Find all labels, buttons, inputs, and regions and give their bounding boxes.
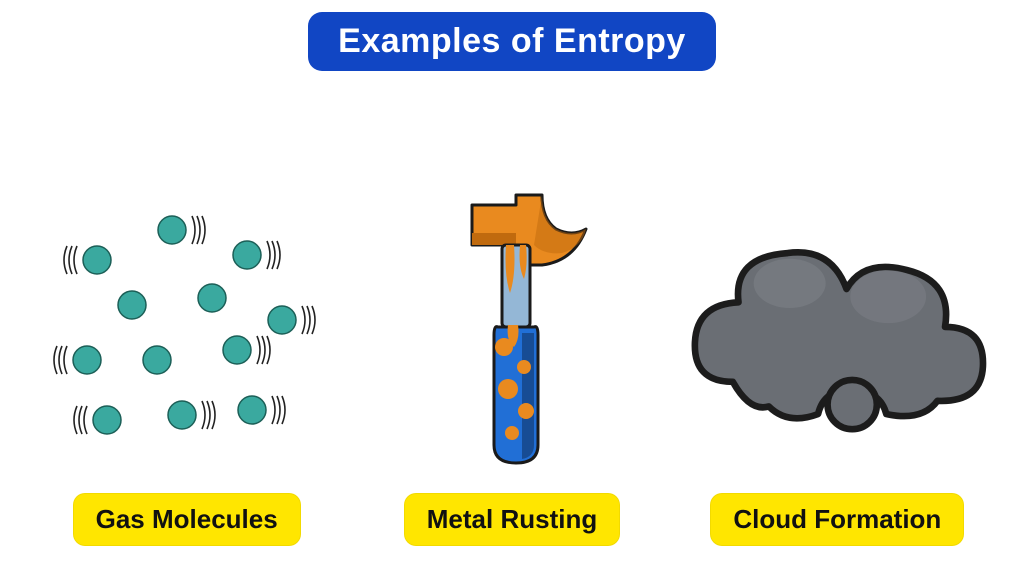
gas-molecules-illustration (26, 175, 348, 475)
rusty-hammer-illustration (351, 175, 673, 475)
cloud-svg (676, 195, 998, 455)
examples-row: Gas Molecules Metal Rusting Cloud Format… (0, 71, 1024, 576)
cloud-illustration (676, 175, 998, 475)
panel-gas-molecules: Gas Molecules (26, 175, 348, 546)
caption-cloud-formation: Cloud Formation (710, 493, 964, 546)
panel-cloud-formation: Cloud Formation (676, 175, 998, 546)
gas-molecules-svg (37, 190, 337, 460)
panel-metal-rusting: Metal Rusting (351, 175, 673, 546)
caption-gas-molecules: Gas Molecules (73, 493, 301, 546)
rusty-hammer-svg (422, 175, 602, 475)
page-title: Examples of Entropy (308, 12, 716, 71)
caption-metal-rusting: Metal Rusting (404, 493, 620, 546)
